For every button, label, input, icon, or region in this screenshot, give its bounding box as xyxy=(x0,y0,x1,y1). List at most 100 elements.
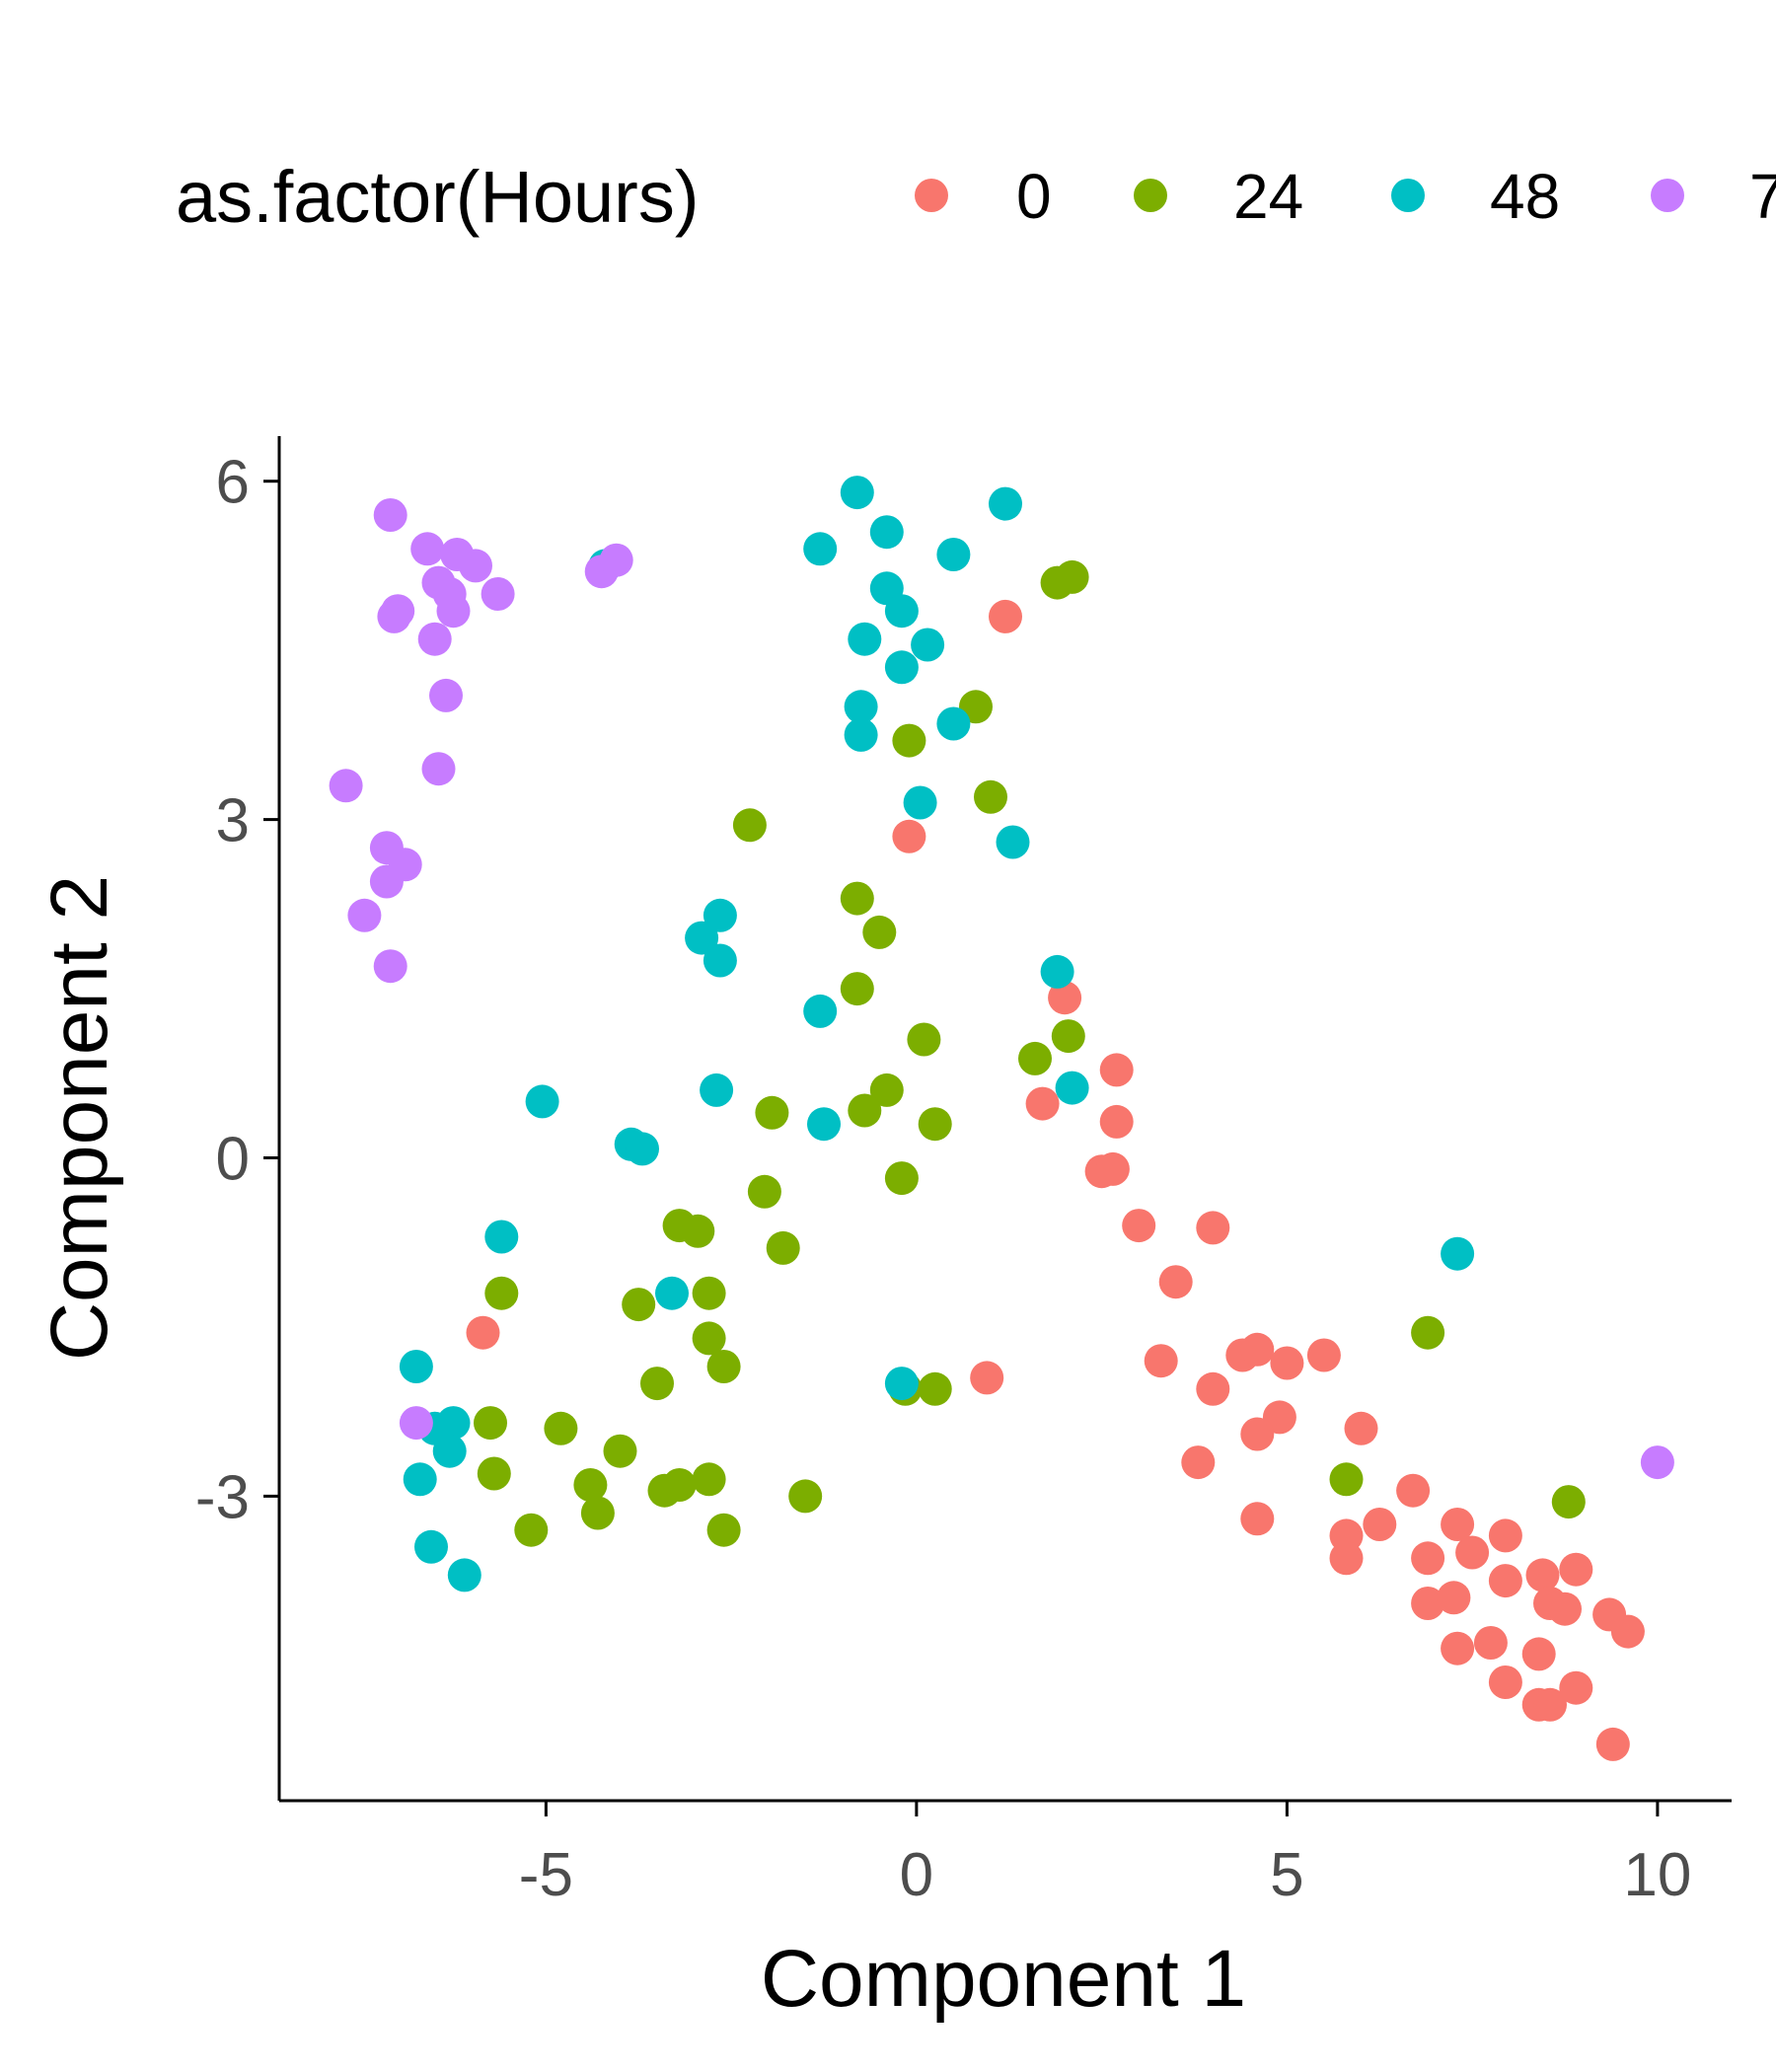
y-tick-label-1: 0 xyxy=(216,1126,250,1194)
point-series-0-21 xyxy=(1240,1502,1275,1536)
x-tick-label-2: 5 xyxy=(1270,1841,1303,1909)
point-series-0-42 xyxy=(1488,1665,1522,1699)
point-series-24-12 xyxy=(869,1073,904,1107)
legend-key-24 xyxy=(1134,179,1167,212)
point-series-0-0 xyxy=(989,599,1022,633)
point-series-7-18 xyxy=(373,949,407,984)
x-tick-label-3: 10 xyxy=(1623,1841,1691,1909)
point-series-48-9 xyxy=(884,650,919,685)
point-series-0-28 xyxy=(1488,1518,1522,1553)
point-series-48-10 xyxy=(844,690,878,724)
point-series-48-25 xyxy=(626,1132,659,1166)
point-series-48-16 xyxy=(685,921,719,955)
y-tick-label-2: 3 xyxy=(216,787,250,855)
point-series-48-18 xyxy=(803,994,838,1028)
legend-key-48 xyxy=(1391,179,1425,212)
point-series-7-0 xyxy=(373,498,407,532)
point-series-7-13 xyxy=(329,769,363,803)
legend-title: as.factor(Hours) xyxy=(176,156,699,238)
point-series-48-20 xyxy=(1055,1071,1089,1105)
legend-label-0: 0 xyxy=(1016,161,1052,232)
point-series-24-21 xyxy=(622,1288,656,1322)
point-series-48-12 xyxy=(936,706,971,741)
point-series-0-3 xyxy=(1099,1053,1134,1087)
point-series-48-21 xyxy=(700,1073,734,1107)
point-series-0-47 xyxy=(466,1315,500,1350)
point-series-0-45 xyxy=(1559,1670,1593,1705)
point-series-48-28 xyxy=(399,1350,433,1383)
point-series-0-41 xyxy=(1521,1637,1556,1671)
point-series-0-27 xyxy=(1455,1535,1490,1570)
point-series-48-1 xyxy=(989,486,1022,521)
point-series-24-40 xyxy=(918,1371,952,1406)
point-series-48-0 xyxy=(840,476,874,510)
point-series-24-10 xyxy=(1018,1041,1052,1075)
point-series-0-25 xyxy=(1396,1473,1431,1508)
y-axis-label: Component 2 xyxy=(35,875,124,1361)
point-series-24-5 xyxy=(732,808,767,843)
point-series-48-27 xyxy=(655,1276,689,1310)
point-series-7-20 xyxy=(599,543,633,577)
point-series-0-5 xyxy=(1099,1104,1134,1139)
legend-label-7: 7 xyxy=(1749,161,1776,232)
point-series-0-19 xyxy=(1344,1411,1378,1445)
point-series-24-22 xyxy=(692,1276,726,1310)
point-series-0-32 xyxy=(1559,1552,1593,1587)
point-series-0-1 xyxy=(892,819,926,853)
point-series-0-7 xyxy=(1095,1151,1130,1186)
point-series-0-36 xyxy=(1610,1614,1645,1649)
point-series-48-36 xyxy=(884,1367,919,1401)
point-series-0-20 xyxy=(1181,1445,1216,1480)
point-series-0-39 xyxy=(1441,1631,1475,1665)
point-series-24-17 xyxy=(747,1174,781,1209)
point-series-24-29 xyxy=(603,1434,637,1468)
point-series-24-20 xyxy=(681,1214,715,1248)
point-series-24-8 xyxy=(840,972,874,1006)
point-series-0-11 xyxy=(1144,1344,1178,1378)
y-tick-label-0: -3 xyxy=(195,1463,250,1531)
point-series-0-9 xyxy=(1196,1211,1230,1245)
point-series-48-6 xyxy=(884,594,919,629)
point-series-24-34 xyxy=(692,1462,726,1497)
point-series-24-33 xyxy=(662,1468,697,1502)
point-series-24-16 xyxy=(884,1161,919,1196)
point-series-24-25 xyxy=(706,1350,741,1383)
point-series-0-46 xyxy=(1595,1727,1630,1761)
point-series-24-23 xyxy=(484,1276,519,1310)
point-series-0-29 xyxy=(1411,1541,1445,1576)
point-series-24-3 xyxy=(892,723,926,758)
point-series-48-8 xyxy=(911,628,945,662)
point-series-48-3 xyxy=(869,515,904,550)
point-series-7-17 xyxy=(347,898,382,932)
point-series-0-37 xyxy=(1411,1587,1445,1620)
point-series-24-27 xyxy=(474,1406,507,1441)
point-series-0-38 xyxy=(1437,1581,1471,1615)
point-series-7-7 xyxy=(481,577,515,611)
point-series-24-15 xyxy=(755,1095,789,1130)
point-series-24-11 xyxy=(1051,1019,1085,1054)
point-series-0-24 xyxy=(1329,1541,1364,1576)
point-series-24-38 xyxy=(706,1513,741,1547)
point-series-0-8 xyxy=(1122,1209,1156,1243)
point-series-24-1 xyxy=(1055,559,1089,594)
legend-label-24: 24 xyxy=(1233,161,1303,232)
x-tick-label-0: -5 xyxy=(519,1841,573,1909)
point-series-48-31 xyxy=(432,1434,467,1468)
point-series-0-30 xyxy=(1488,1564,1522,1598)
point-series-48-33 xyxy=(414,1529,448,1564)
point-series-48-14 xyxy=(996,825,1030,859)
point-series-24-6 xyxy=(840,881,874,916)
point-series-24-24 xyxy=(692,1321,726,1356)
legend-key-0 xyxy=(915,179,948,212)
x-axis-label: Component 1 xyxy=(761,1934,1246,2024)
point-series-24-13 xyxy=(848,1093,882,1128)
point-series-48-32 xyxy=(403,1462,437,1497)
point-series-0-18 xyxy=(1240,1417,1275,1451)
legend-key-7 xyxy=(1651,179,1684,212)
point-series-7-10 xyxy=(417,622,452,656)
axes: -5 0 5 10 -3 0 3 6 xyxy=(195,436,1732,1909)
point-series-48-13 xyxy=(903,785,937,820)
point-series-24-30 xyxy=(477,1456,511,1491)
point-series-0-48 xyxy=(970,1361,1004,1395)
